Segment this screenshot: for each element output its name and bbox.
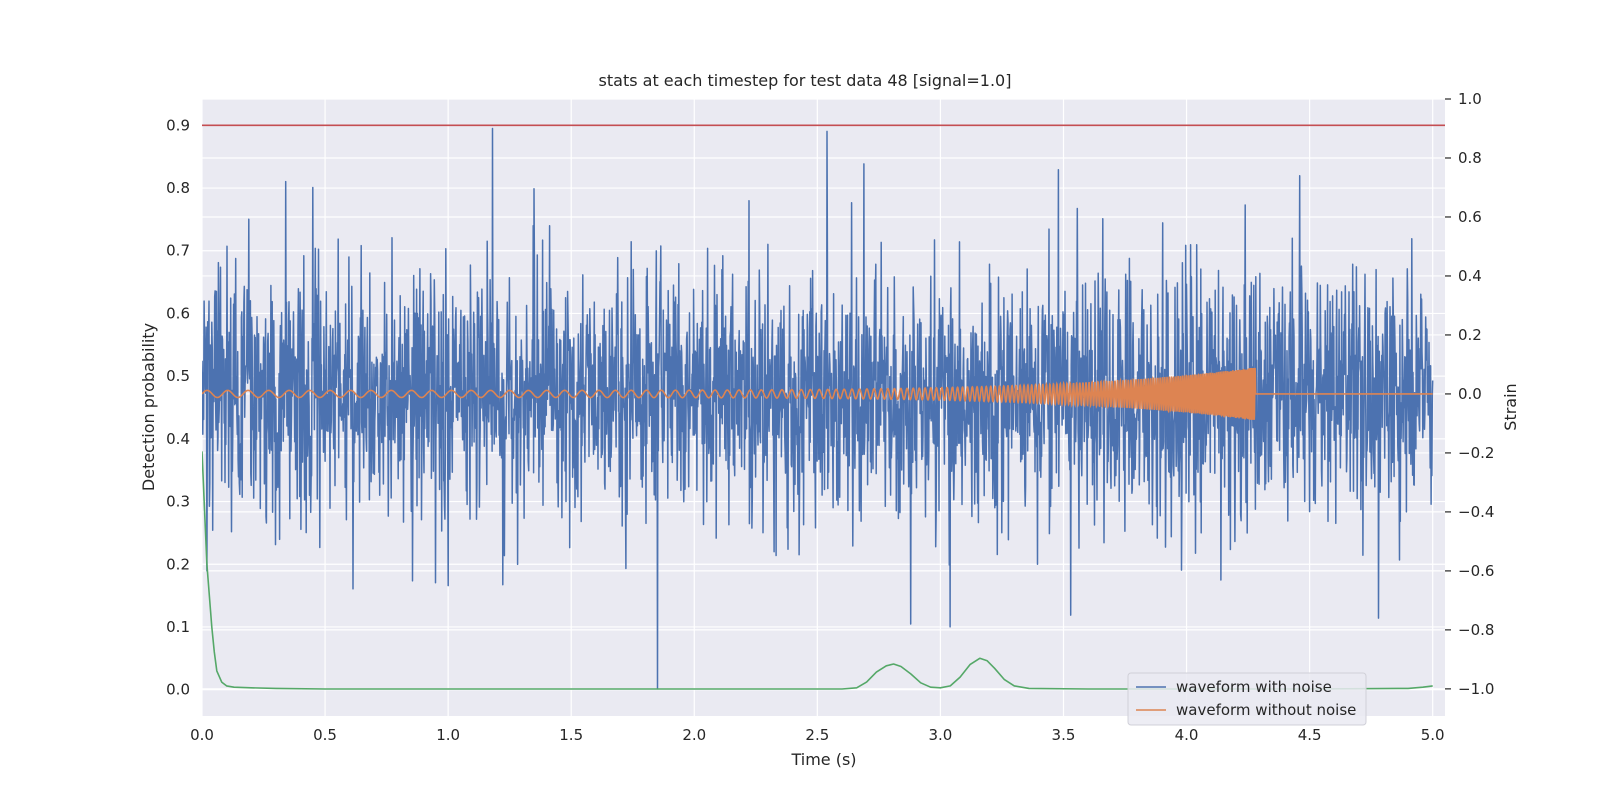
x-tick-label: 1.0	[436, 726, 460, 744]
x-tick-label: 2.5	[805, 726, 829, 744]
y-right-tick-label: 1.0	[1458, 90, 1482, 108]
y-right-tick-label: −0.2	[1458, 444, 1494, 462]
legend-box	[1127, 672, 1367, 726]
x-tick-label: 0.0	[190, 726, 214, 744]
y-right-tick-label: 0.0	[1458, 385, 1482, 403]
chart-title: stats at each timestep for test data 48 …	[599, 71, 1012, 90]
y-left-tick-label: 0.2	[166, 555, 190, 573]
x-tick-label: 4.0	[1175, 726, 1199, 744]
y-right-tick-label: 0.8	[1458, 149, 1482, 167]
x-axis-ticks: 0.0 0.5 1.0 1.5 2.0 2.5 3.0 3.5 4.0 4.5 5.0	[190, 726, 1445, 744]
x-tick-label: 2.0	[682, 726, 706, 744]
legend-label-noise: waveform with noise	[1176, 678, 1332, 696]
x-tick-label: 4.5	[1298, 726, 1322, 744]
y-left-tick-label: 0.0	[166, 681, 190, 699]
y-left-tick-label: 0.4	[166, 430, 190, 448]
y-right-tick-label: 0.6	[1458, 208, 1482, 226]
y-axis-right-ticks: −1.0 −0.8 −0.6 −0.4 −0.2 0.0 0.2 0.4 0.6 0.8 1.0	[1445, 90, 1494, 698]
y-axis-right-label: Strain	[1501, 383, 1520, 430]
y-left-tick-label: 0.3	[166, 493, 190, 511]
legend-label-clean: waveform without noise	[1176, 701, 1356, 719]
line-waveform-without-noise	[202, 367, 1433, 421]
y-right-tick-label: 0.4	[1458, 267, 1482, 285]
x-axis-label: Time (s)	[790, 750, 856, 769]
y-right-tick-label: −1.0	[1458, 680, 1494, 698]
series-detection-probability	[202, 451, 1433, 690]
y-right-tick-label: 0.2	[1458, 326, 1482, 344]
y-axis-left-ticks: 0.0 0.1 0.2 0.3 0.4 0.5 0.6 0.7 0.8 0.9	[166, 116, 190, 698]
y-left-tick-label: 0.8	[166, 179, 190, 197]
y-right-tick-label: −0.6	[1458, 562, 1494, 580]
y-left-tick-label: 0.5	[166, 367, 190, 385]
y-right-tick-label: −0.8	[1458, 621, 1494, 639]
x-tick-label: 5.0	[1421, 726, 1445, 744]
x-tick-label: 1.5	[559, 726, 583, 744]
y-right-tick-label: −0.4	[1458, 503, 1494, 521]
y-left-tick-label: 0.6	[166, 304, 190, 322]
series-waveform-with-noise	[202, 127, 1434, 690]
line-waveform-with-noise	[202, 127, 1434, 690]
series-waveform-without-noise	[202, 367, 1433, 421]
x-tick-label: 0.5	[313, 726, 337, 744]
y-left-tick-label: 0.7	[166, 242, 190, 260]
x-tick-label: 3.0	[928, 726, 952, 744]
y-left-tick-label: 0.1	[166, 618, 190, 636]
x-tick-label: 3.5	[1052, 726, 1076, 744]
y-axis-left-label: Detection probability	[139, 323, 158, 491]
legend: waveform with noise waveform without noi…	[1127, 672, 1367, 726]
y-left-tick-label: 0.9	[166, 116, 190, 134]
line-detection-probability	[202, 451, 1433, 690]
